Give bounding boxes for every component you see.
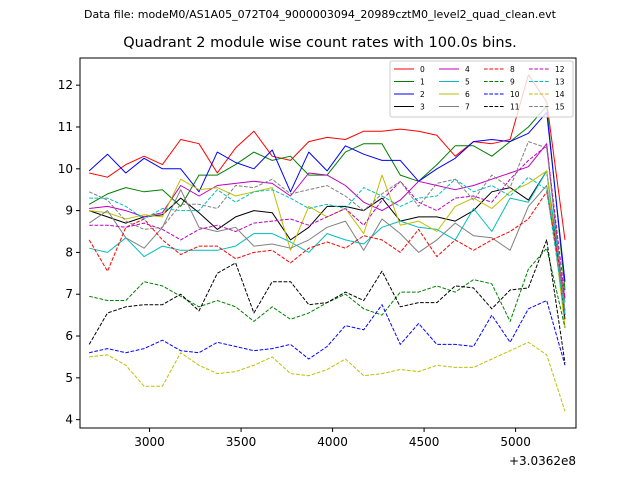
- x-tick-label: 5000: [500, 435, 531, 449]
- legend-label-4: 4: [465, 65, 470, 74]
- series-line-0: [89, 74, 566, 240]
- legend-label-13: 13: [555, 78, 565, 87]
- legend-label-2: 2: [420, 90, 425, 99]
- y-tick-label: 6: [65, 329, 73, 343]
- legend-label-7: 7: [465, 103, 470, 112]
- legend-label-1: 1: [420, 78, 425, 87]
- legend-label-12: 12: [555, 65, 565, 74]
- series-line-5: [89, 170, 566, 303]
- series-line-2: [88, 111, 566, 282]
- chart-title: Quadrant 2 module wise count rates with …: [123, 35, 517, 51]
- series-lines: [88, 74, 566, 412]
- y-tick-label: 5: [65, 371, 73, 385]
- x-tick-label: 3500: [226, 435, 257, 449]
- y-tick-label: 7: [65, 287, 73, 301]
- series-line-13: [89, 176, 566, 316]
- legend-label-5: 5: [465, 78, 470, 87]
- legend-label-3: 3: [420, 103, 425, 112]
- legend-label-11: 11: [510, 103, 520, 112]
- y-tick-label: 8: [65, 245, 73, 259]
- y-tick-label: 4: [65, 413, 73, 427]
- series-line-10: [89, 300, 566, 366]
- legend-label-9: 9: [510, 78, 515, 87]
- legend-label-14: 14: [555, 90, 565, 99]
- series-line-8: [88, 191, 566, 299]
- y-tick-label: 10: [58, 162, 73, 176]
- series-line-15: [88, 141, 566, 311]
- x-tick-label: 4000: [317, 435, 348, 449]
- y-tick-label: 11: [58, 120, 73, 134]
- figure-suptitle: Data file: modeM0/AS1A05_072T04_90000030…: [84, 8, 556, 21]
- y-tick-label: 12: [58, 78, 73, 92]
- series-line-6: [89, 170, 566, 328]
- series-line-14: [89, 341, 566, 412]
- series-line-3: [89, 170, 566, 320]
- series-line-1: [88, 105, 566, 291]
- x-offset-label: +3.0362e8: [509, 454, 576, 468]
- series-line-11: [88, 239, 566, 364]
- series-line-9: [89, 247, 566, 328]
- series-line-7: [88, 185, 566, 311]
- legend-box: [389, 60, 574, 118]
- y-tick-label: 9: [65, 204, 73, 218]
- legend-label-6: 6: [465, 90, 470, 99]
- legend-label-0: 0: [420, 65, 425, 74]
- series-line-12: [89, 145, 566, 299]
- x-tick-label: 3000: [134, 435, 165, 449]
- legend-label-8: 8: [510, 65, 515, 74]
- axes-frame: [79, 57, 577, 429]
- legend-label-15: 15: [555, 103, 565, 112]
- x-tick-label: 4500: [409, 435, 440, 449]
- legend-label-10: 10: [510, 90, 520, 99]
